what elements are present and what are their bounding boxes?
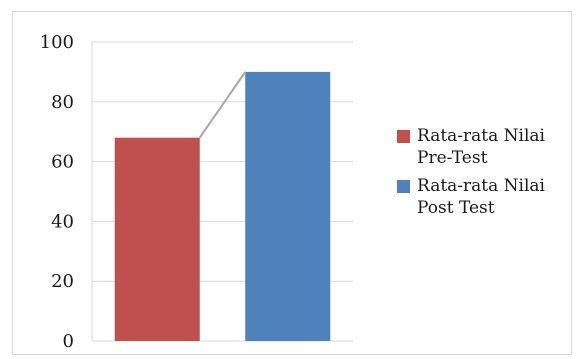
y-tick-label-60: 60 bbox=[51, 152, 74, 173]
y-tick-label-0: 0 bbox=[63, 331, 74, 352]
legend-swatch-pre-test bbox=[397, 130, 410, 143]
legend-label-pre-test-line2: Pre-Test bbox=[417, 148, 488, 168]
bar-connector-line bbox=[198, 71, 247, 139]
y-tick-label-20: 20 bbox=[51, 271, 74, 292]
y-tick-label-100: 100 bbox=[40, 32, 74, 53]
y-tick-label-40: 40 bbox=[51, 211, 74, 232]
bar-pre-test bbox=[114, 137, 200, 341]
bar-post-test bbox=[245, 71, 331, 342]
legend-label-pre-test-line1: Rata-rata Nilai bbox=[417, 126, 545, 146]
y-tick-label-80: 80 bbox=[51, 92, 74, 113]
legend-item-pre-test: Rata-rata Nilai Pre-Test bbox=[397, 125, 572, 169]
legend: Rata-rata Nilai Pre-Test Rata-rata Nilai… bbox=[397, 125, 572, 225]
legend-label-post-test-line2: Post Test bbox=[417, 198, 495, 218]
legend-label-post-test-line1: Rata-rata Nilai bbox=[417, 176, 545, 196]
legend-item-post-test: Rata-rata Nilai Post Test bbox=[397, 175, 572, 219]
legend-swatch-post-test bbox=[397, 180, 410, 193]
